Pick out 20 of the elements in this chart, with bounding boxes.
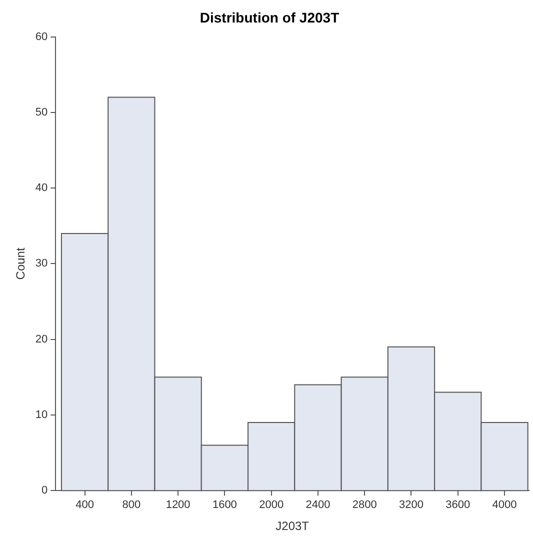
- x-tick-label: 2800: [352, 499, 377, 512]
- x-tick-label: 2400: [306, 499, 330, 512]
- y-tick-label: 50: [35, 106, 48, 118]
- y-tick-label: 30: [35, 258, 48, 270]
- y-tick-label: 20: [35, 333, 48, 346]
- x-tick-label: 4000: [492, 499, 517, 512]
- x-tick-label: 3600: [446, 499, 470, 512]
- x-tick-label: 1600: [212, 499, 237, 512]
- y-axis-title: Count: [14, 247, 28, 280]
- x-tick-label: 800: [122, 499, 141, 512]
- x-axis-title: J203T: [276, 519, 310, 534]
- x-tick-label: 1200: [166, 499, 190, 512]
- y-tick-label: 0: [42, 484, 48, 497]
- chart-title: Distribution of J203T: [200, 9, 340, 26]
- x-tick-label: 400: [76, 499, 94, 512]
- x-tick-label: 2000: [259, 499, 284, 512]
- y-tick-label: 40: [35, 182, 48, 194]
- y-tick-label: 10: [35, 409, 48, 421]
- x-tick-label: 3200: [399, 499, 424, 512]
- y-tick-label: 60: [35, 30, 48, 43]
